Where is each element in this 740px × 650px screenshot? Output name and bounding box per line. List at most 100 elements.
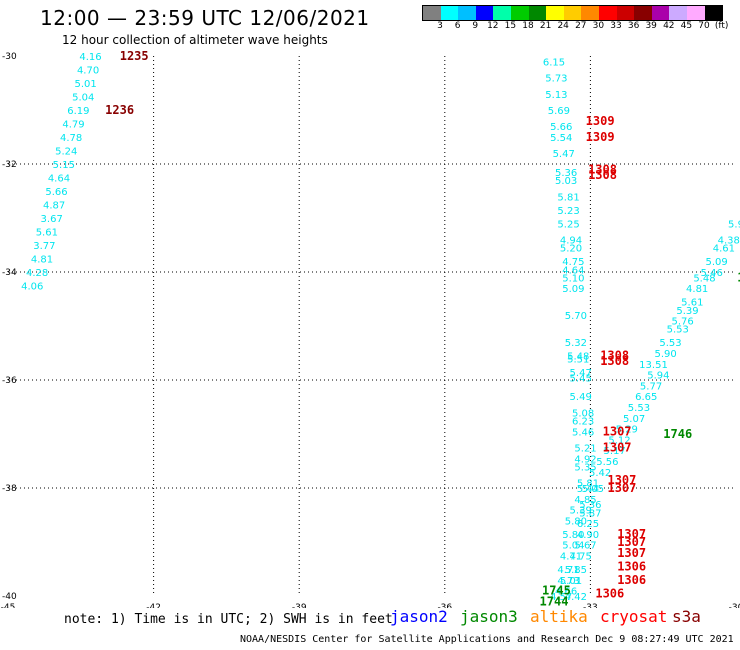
pass-time-label: 1236 (105, 103, 134, 117)
map-grid (8, 56, 736, 596)
map-subtitle: 12 hour collection of altimeter wave hei… (62, 33, 328, 47)
swh-value: 5.48 (693, 273, 715, 284)
map-axes: -45 -42 -39 -36 -33 -30 -30 -32 -34 -36 -38 -40 (1, 52, 740, 608)
color-swatch (634, 6, 652, 20)
lat-tick-label: -40 (2, 592, 17, 602)
swh-value: 4.75 (570, 552, 592, 563)
swh-value: 5.80 (565, 516, 587, 527)
pass-time-label: 1307 (603, 441, 632, 455)
pass-time-label: 1308 (600, 354, 629, 368)
swh-value: 5.69 (548, 106, 570, 117)
swh-value: 4.71 (557, 565, 579, 576)
color-scale-label: 27 (575, 21, 587, 31)
swh-value: 5.9 (728, 219, 740, 230)
swh-value: 4.90 (577, 530, 599, 541)
swh-value: 4.06 (21, 282, 43, 293)
swh-value: 5.09 (705, 257, 727, 268)
pass-time-label: 1746 (663, 427, 692, 441)
swh-value: 5.67 (574, 541, 596, 552)
lon-tick-label: -30 (729, 603, 740, 608)
color-scale-label: 24 (557, 21, 569, 31)
swh-value: 4.28 (26, 268, 48, 279)
color-swatch (563, 6, 582, 20)
color-swatch (669, 6, 687, 20)
lat-tick-label: -34 (2, 268, 17, 278)
swh-value-highlight: 13.51 (639, 360, 668, 371)
units-note: note: 1) Time is in UTC; 2) SWH is in fe… (64, 612, 393, 627)
swh-value: 5.51 (567, 354, 589, 365)
swh-value: 6.15 (543, 57, 565, 68)
swh-value: 4.92 (574, 454, 596, 465)
swh-value: 5.54 (550, 133, 572, 144)
swh-value: 6.19 (67, 106, 89, 117)
swh-value: 5.04 (562, 541, 584, 552)
pass-time-label: 1307 (617, 546, 646, 560)
swh-value: 5.29 (616, 425, 638, 436)
color-swatch (440, 6, 459, 20)
swh-value: 4.73 (557, 576, 579, 587)
satellite-legend-jason2: jason2 (390, 607, 448, 626)
color-scale-label: 15 (504, 21, 517, 31)
swh-value: 5.53 (667, 325, 689, 336)
swh-values: 4.16 4.70 5.01 5.04 6.19 4.79 4.78 5.24 5.15 4.64… (21, 52, 740, 603)
swh-value: 4.57 (550, 592, 572, 603)
pass-time-label: 1307 (607, 481, 636, 495)
swh-value: 5.01 (560, 576, 582, 587)
swh-value: 5.36 (579, 500, 601, 511)
color-scale-label: 30 (592, 21, 605, 31)
swh-value: 5.46 (572, 427, 594, 438)
lon-tick-label: -36 (437, 603, 452, 608)
swh-value: 4.81 (686, 284, 708, 295)
swh-value: 5.45 (570, 373, 592, 384)
swh-value: 5.44 (577, 484, 599, 495)
lon-tick-label: -45 (1, 603, 16, 608)
color-scale-label: 33 (610, 21, 622, 31)
swh-value: 5.39 (570, 506, 592, 517)
color-swatch (616, 6, 635, 20)
swh-value: 5.48 (567, 352, 589, 363)
pass-time-label: 1308 (588, 162, 617, 176)
color-swatch (704, 6, 723, 20)
satellite-legend-cryosat: cryosat (600, 607, 668, 626)
color-scale-label: 3 (437, 21, 443, 31)
color-swatch (686, 6, 705, 20)
color-swatch (475, 6, 494, 20)
satellite-legend-jason3: jason3 (460, 607, 518, 626)
credit-line: NOAA/NESDIS Center for Satellite Applica… (240, 634, 734, 645)
swh-value: 4.61 (713, 244, 735, 255)
color-scale-label: 70 (698, 21, 710, 31)
swh-value: 4.94 (560, 236, 582, 247)
swh-value: 5.47 (570, 368, 592, 379)
swh-value: 5.85 (565, 565, 587, 576)
swh-value: 5.66 (45, 187, 67, 198)
swh-value: 5.53 (659, 338, 681, 349)
swh-value: 5.76 (671, 317, 693, 328)
swh-value: 5.49 (570, 392, 592, 403)
pass-time-label: 1307 (603, 424, 632, 438)
pass-time-label: 1309 (586, 130, 615, 144)
color-scale-label: 45 (680, 21, 693, 31)
swh-value-highlight: 4.42 (565, 592, 587, 603)
swh-value: 5.35 (574, 462, 596, 473)
swh-value: 4.78 (60, 133, 82, 144)
swh-value: 5.66 (550, 122, 572, 133)
color-scale-label: 12 (487, 21, 499, 31)
swh-value: 5.90 (654, 349, 676, 360)
color-swatch (651, 6, 670, 20)
color-scale-label: 39 (645, 21, 657, 31)
pass-time-label: 1308 (588, 168, 617, 182)
swh-value: 5.20 (560, 244, 582, 255)
swh-value: 4.66 (555, 587, 577, 598)
swh-value: 5.25 (557, 219, 579, 230)
pass-time-label: 1309 (586, 114, 615, 128)
swh-value: 5.24 (55, 147, 77, 158)
swh-value: 5.42 (589, 468, 611, 479)
swh-value: 5.04 (72, 93, 94, 104)
wave-height-map: -45 -42 -39 -36 -33 -30 -30 -32 -34 -36 -38 -40 4.1… (1, 49, 740, 608)
lat-tick-label: -32 (2, 160, 17, 170)
satellite-legend-s3a: s3a (672, 607, 701, 626)
color-swatch (581, 6, 599, 20)
swh-value: 5.10 (562, 273, 584, 284)
swh-value: 5.73 (545, 74, 567, 85)
swh-value: 5.12 (608, 435, 630, 446)
